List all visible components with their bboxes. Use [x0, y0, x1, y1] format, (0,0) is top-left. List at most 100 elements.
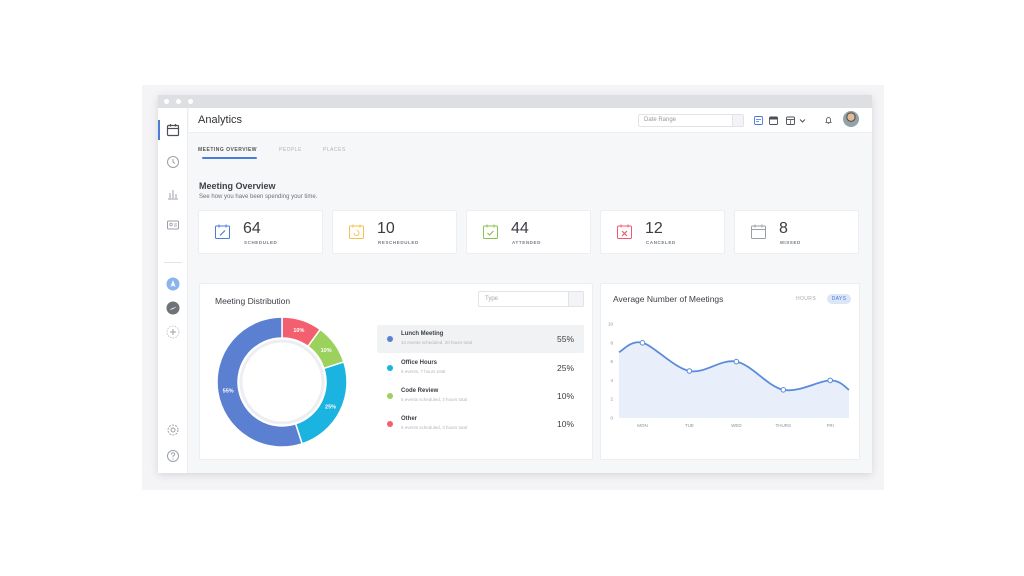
tab-active-underline	[202, 157, 257, 159]
panel-title: Meeting Distribution	[215, 296, 291, 306]
stat-label: ATTENDED	[512, 240, 541, 245]
stat-card-canceled[interactable]: 12 CANCELED	[600, 210, 725, 254]
workspace-avatar-blue-icon[interactable]	[164, 275, 182, 293]
tab-meeting-overview[interactable]: MEETING OVERVIEW	[198, 147, 258, 153]
workspace-avatar-gray-icon[interactable]	[164, 299, 182, 317]
stat-value: 44	[511, 220, 529, 237]
legend-row-code-review[interactable]: Code Review 5 events scheduled, 3 hours …	[377, 382, 584, 410]
legend-name: Office Hours	[401, 360, 438, 366]
window-minimize-dot[interactable]	[176, 99, 181, 104]
data-point[interactable]	[780, 387, 787, 393]
stat-value: 64	[243, 220, 261, 237]
x-tick-label: FRI	[827, 423, 834, 428]
stat-card-scheduled[interactable]: 64 SCHEDULED	[198, 210, 323, 254]
top-header: Analytics Date Range	[189, 108, 872, 133]
legend-row-lunch-meeting[interactable]: Lunch Meeting 10 events scheduled, 20 ho…	[377, 325, 584, 353]
data-point[interactable]	[639, 340, 646, 346]
section-subtitle: See how you have been spending your time…	[199, 194, 318, 200]
stat-label: SCHEDULED	[244, 240, 278, 245]
stat-value: 8	[779, 220, 788, 237]
contact-card-icon[interactable]	[164, 216, 182, 234]
average-meetings-panel: Average Number of Meetings HOURS DAYS 0 2…	[600, 283, 860, 460]
stat-card-attended[interactable]: 44 ATTENDED	[466, 210, 591, 254]
legend-desc: 5 events scheduled, 3 hours total	[401, 397, 468, 402]
date-range-select[interactable]: Date Range	[638, 114, 744, 127]
y-tick-label: 8	[610, 340, 613, 345]
calendar-check-icon	[483, 224, 498, 239]
calendar-blank-icon	[751, 224, 766, 239]
stat-card-missed[interactable]: 8 MISSED	[734, 210, 859, 254]
window-maximize-dot[interactable]	[188, 99, 193, 104]
tab-places[interactable]: PLACES	[323, 147, 346, 153]
data-point[interactable]	[733, 358, 740, 365]
toggle-days[interactable]: DAYS	[827, 294, 851, 304]
legend-dot	[387, 421, 393, 427]
date-range-placeholder: Date Range	[644, 117, 677, 123]
data-point[interactable]	[686, 368, 693, 374]
legend-desc: 5 events, 7 hours total	[401, 369, 446, 374]
legend-desc: 10 events scheduled, 20 hours total	[401, 340, 473, 345]
y-tick-label: 0	[610, 416, 613, 421]
donut-inner-ring	[239, 339, 325, 425]
help-icon[interactable]	[164, 447, 182, 465]
sidebar	[158, 108, 188, 473]
donut-chart: 10% 10% 25% 55%	[216, 316, 348, 448]
y-tick-label: 2	[610, 397, 613, 402]
legend-dot	[387, 336, 393, 342]
legend-dot	[387, 393, 393, 399]
list-view-icon[interactable]	[752, 114, 764, 126]
stat-value: 12	[645, 220, 663, 237]
x-tick-label: MON	[637, 423, 648, 428]
donut-label: 10%	[321, 348, 332, 354]
stat-value: 10	[377, 220, 395, 237]
line-chart: 0 2 4 6 8 10 MON TUE WED THURS FRI	[608, 322, 850, 428]
clock-icon[interactable]	[164, 153, 182, 171]
y-tick-label: 4	[610, 378, 613, 383]
legend-name: Other	[401, 416, 418, 422]
section-title: Meeting Overview	[199, 181, 276, 191]
page-title: Analytics	[198, 114, 243, 126]
bell-icon[interactable]	[822, 114, 834, 126]
window-close-dot[interactable]	[164, 99, 169, 104]
chevron-down-icon	[732, 115, 743, 126]
x-tick-label: TUE	[685, 423, 694, 428]
calendar-edit-icon	[215, 224, 230, 239]
legend-pct: 55%	[556, 334, 574, 344]
meeting-distribution-panel: Meeting Distribution Type 10% 10% 25% 55% L…	[199, 283, 593, 460]
donut-slice-lunch-meeting[interactable]	[216, 316, 304, 448]
legend-desc: 5 events scheduled, 3 hours total	[401, 425, 468, 430]
stat-label: CANCELED	[646, 240, 676, 245]
donut-label: 25%	[325, 405, 336, 411]
stat-card-rescheduled[interactable]: 10 RESCHEDULED	[332, 210, 457, 254]
data-point[interactable]	[827, 377, 834, 384]
app-window: Analytics Date Range MEETING OVERVIEW PE…	[158, 95, 872, 473]
legend-pct: 10%	[556, 419, 574, 429]
donut-label: 55%	[223, 389, 234, 395]
sidebar-divider	[164, 262, 182, 263]
calendar-icon[interactable]	[164, 121, 182, 139]
calendar-refresh-icon	[349, 224, 364, 239]
bar-chart-icon[interactable]	[164, 185, 182, 203]
stat-label: MISSED	[780, 240, 801, 245]
toggle-hours[interactable]: HOURS	[796, 296, 817, 302]
sidebar-active-indicator	[158, 120, 160, 140]
type-select[interactable]: Type	[478, 291, 584, 307]
view-chevron-down-icon[interactable]	[796, 114, 808, 126]
legend-dot	[387, 365, 393, 371]
tab-people[interactable]: PEOPLE	[279, 147, 303, 153]
legend-row-other[interactable]: Other 5 events scheduled, 3 hours total …	[377, 410, 584, 438]
chevron-down-icon	[568, 292, 583, 306]
x-tick-label: WED	[731, 423, 742, 428]
grid-calendar-icon[interactable]	[784, 114, 796, 126]
area-fill	[619, 342, 849, 418]
y-tick-label: 10	[608, 322, 614, 327]
user-avatar[interactable]	[843, 111, 859, 127]
legend-row-office-hours[interactable]: Office Hours 5 events, 7 hours total 25%	[377, 354, 584, 382]
calendar-view-icon[interactable]	[767, 114, 779, 126]
legend-name: Code Review	[401, 388, 439, 394]
gear-icon[interactable]	[164, 421, 182, 439]
legend-pct: 10%	[556, 391, 574, 401]
add-workspace-icon[interactable]	[164, 323, 182, 341]
legend-pct: 25%	[556, 363, 574, 373]
stat-label: RESCHEDULED	[378, 240, 419, 245]
